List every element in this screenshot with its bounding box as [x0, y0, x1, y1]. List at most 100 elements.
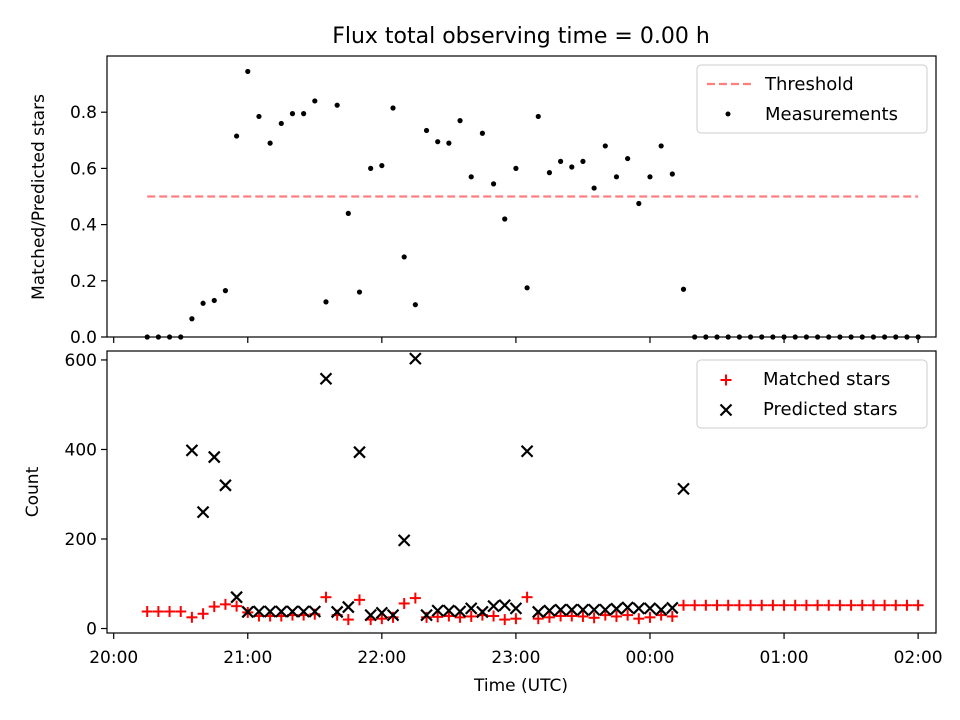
predicted-point-b — [252, 605, 266, 618]
matched-point — [666, 610, 678, 622]
predicted-point — [599, 603, 612, 617]
matched-point — [867, 599, 879, 611]
bottom-xtick-label: 00:00 — [625, 648, 674, 668]
measurement-point — [189, 316, 195, 322]
predicted-point-b — [364, 608, 377, 622]
predicted-point-b — [576, 603, 590, 617]
measurement-point — [591, 185, 597, 191]
matched-point — [175, 606, 187, 618]
predicted-point — [230, 590, 243, 604]
predicted-point-b — [241, 605, 255, 619]
legend-predicted-label: Predicted stars — [763, 399, 897, 420]
predicted-point-b — [610, 602, 623, 616]
bottom-xtick-label: 20:00 — [89, 648, 138, 668]
bottom-xtick-label: 23:00 — [491, 648, 540, 668]
measurement-point — [390, 105, 396, 111]
measurement-point — [289, 111, 296, 117]
measurement-point — [379, 162, 385, 169]
measurement-point — [222, 288, 229, 294]
predicted-point — [364, 608, 377, 622]
matched-point — [353, 594, 365, 606]
predicted-point — [196, 505, 210, 519]
matched-point — [510, 613, 522, 625]
measurement-point — [368, 165, 374, 171]
matched-point — [856, 599, 868, 611]
predicted-point — [297, 605, 310, 618]
predicted-point-b — [599, 603, 612, 617]
legend-predicted-marker-b — [719, 403, 733, 417]
matched-point — [689, 599, 701, 611]
bottom-ytick-label: 600 — [65, 351, 97, 371]
predicted-point — [498, 598, 512, 612]
measurement-point — [680, 286, 687, 292]
matched-point — [521, 591, 533, 603]
predicted-point — [554, 603, 567, 617]
matched-point — [219, 598, 231, 610]
measurement-point — [569, 164, 575, 170]
matched-point — [789, 599, 801, 611]
predicted-point-b — [297, 605, 310, 618]
predicted-point-b — [196, 505, 210, 519]
matched-point — [599, 609, 611, 621]
matched-point — [141, 606, 153, 618]
measurement-point — [401, 254, 407, 260]
matched-point — [722, 599, 734, 611]
predicted-point-b — [442, 604, 456, 617]
predicted-point-b — [219, 479, 232, 492]
predicted-point — [431, 604, 444, 617]
legend-threshold-label: Threshold — [764, 74, 854, 95]
measurement-point — [301, 111, 307, 117]
matched-point — [398, 597, 410, 609]
measurement-point — [435, 139, 441, 145]
measurement-point — [625, 155, 631, 162]
bottom-panel: 0 200 400 600 20:00 21:00 22:00 23:00 00:00 01:0… — [23, 350, 943, 696]
bottom-xtick-label: 21:00 — [223, 648, 272, 668]
matched-point — [409, 592, 421, 604]
measurement-point — [211, 297, 217, 304]
matched-point — [164, 606, 176, 618]
matched-point — [577, 610, 589, 622]
predicted-point-b — [543, 604, 556, 617]
legend-predicted-marker — [719, 403, 733, 417]
predicted-point-b — [286, 605, 299, 618]
predicted-point-b — [207, 450, 221, 464]
measurement-point — [323, 299, 329, 305]
predicted-point — [342, 600, 355, 614]
predicted-point — [632, 602, 646, 615]
legend-matched-label: Matched stars — [763, 369, 890, 390]
measurement-point — [356, 289, 363, 295]
measurement-point — [234, 133, 240, 139]
measurement-point — [535, 113, 541, 120]
matched-point — [767, 599, 779, 611]
top-ytick-label: 0.8 — [70, 103, 97, 123]
matched-point — [756, 599, 768, 611]
predicted-point-b — [632, 602, 646, 615]
top-legend-box — [696, 64, 928, 134]
predicted-point-b — [654, 603, 668, 617]
top-ytick-label: 0.4 — [70, 216, 97, 236]
predicted-point-b — [319, 372, 333, 386]
top-legend: Threshold Measurements — [696, 64, 928, 134]
predicted-point — [353, 445, 366, 459]
bottom-axes-frame — [106, 350, 937, 634]
matched-point — [488, 610, 500, 622]
measurement-point — [647, 174, 653, 180]
matched-point — [443, 610, 455, 622]
measurement-point — [502, 216, 508, 222]
predicted-point — [531, 605, 545, 619]
predicted-point — [330, 605, 344, 619]
predicted-point-b — [464, 602, 478, 615]
measurement-point — [345, 210, 351, 216]
predicted-point-b — [386, 608, 400, 622]
matched-point — [208, 601, 220, 613]
predicted-point-b — [476, 605, 489, 619]
measurement-point — [457, 118, 463, 124]
matched-point — [555, 610, 567, 622]
matched-point — [733, 599, 745, 611]
matched-point — [912, 599, 924, 611]
measurement-point — [334, 102, 340, 108]
matched-point — [532, 613, 544, 625]
measurement-point — [278, 120, 284, 127]
predicted-point — [487, 599, 500, 613]
